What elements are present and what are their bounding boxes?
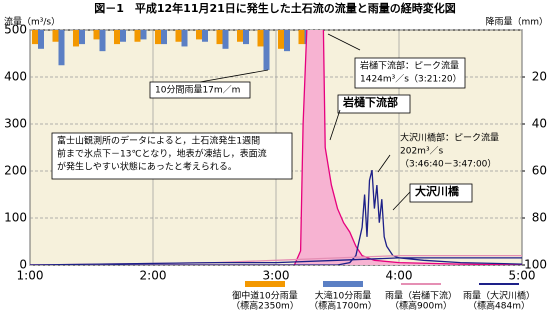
annotation-text: 岩樋下流部 (342, 95, 398, 109)
annotation-text: 1424m³／s（3:21:20） (360, 74, 462, 85)
rain-bar (120, 30, 127, 42)
y-tick-label: 0 (19, 258, 27, 272)
y2-axis-label: 降雨量（mm） (485, 16, 548, 28)
rain-bar (140, 30, 147, 40)
y2-tick-label: 80 (532, 211, 547, 225)
y2-tick-label: 20 (532, 70, 547, 84)
x-tick-label: 5:00 (509, 269, 536, 283)
series-line (30, 257, 522, 265)
x-tick-label: 3:00 (263, 269, 290, 283)
rain-bar (114, 30, 121, 45)
rain-bar (181, 30, 188, 47)
rain-bar (155, 30, 161, 45)
rain-bar (99, 30, 106, 52)
x-tick-label: 2:00 (140, 269, 167, 283)
x-tick-label: 4:00 (386, 269, 413, 283)
annotation-box (354, 57, 466, 89)
rain-bar (195, 30, 202, 40)
rain-bar (32, 30, 38, 45)
annotation-box (409, 183, 473, 203)
annotation-text: （3:46:40－3:47:00） (400, 159, 496, 170)
legend-sublabel: （標高2350m） (231, 300, 299, 312)
legend-label: 雨量（大沢川橋） (463, 290, 535, 302)
annotation-text: 前まで氷点下－13℃となり，地表が凍結し，表面流 (57, 148, 267, 160)
legend-label: 雨量（岩樋下流） (385, 290, 457, 302)
annotation-text: 富士山観測所のデータによると，土石流発生1週間 (57, 135, 260, 147)
y-tick-label: 200 (4, 164, 27, 178)
rain-bar (201, 30, 208, 42)
rain-bar (78, 30, 85, 45)
legend-swatch (323, 281, 363, 287)
annotation-box (51, 132, 293, 180)
annotation-text: 岩樋下流部：ピーク流量 (360, 60, 459, 72)
annotation-box (337, 94, 411, 114)
legend-sublabel: （標高900m） (390, 300, 452, 312)
y2-tick-label: 60 (532, 164, 547, 178)
legend-sublabel: （標高1700m） (309, 300, 377, 312)
y-axis-label: 流量（m³/s） (4, 16, 60, 28)
x-tick-label: 1:00 (17, 269, 44, 283)
rain-bar (237, 30, 244, 42)
legend-label: 御中道10分雨量 (232, 290, 297, 302)
rain-bar (278, 30, 284, 49)
rain-bar (134, 30, 141, 42)
annotation-text: 大沢川橋 (415, 184, 460, 198)
annotation-text: が発生しやすい状態にあったと考えられる。 (57, 161, 237, 173)
y2-tick-label: 40 (532, 117, 547, 131)
chart-title: 図－1 平成12年11月21日に発生した土石流の流量と雨量の経時変化図 (94, 1, 456, 15)
rain-bar (263, 30, 270, 70)
annotation-arrows (199, 33, 411, 211)
legend-swatch (245, 281, 285, 287)
annotation-text: 202m³／s (400, 146, 444, 157)
rain-bar (298, 30, 305, 45)
y-tick-label: 500 (4, 23, 27, 37)
rain-bar (216, 30, 223, 45)
rain-bar (58, 30, 65, 66)
rain-bar (257, 30, 264, 47)
y-tick-label: 300 (4, 117, 27, 131)
rain-bar (93, 30, 100, 40)
rain-bar (161, 30, 167, 45)
rain-bar (284, 30, 290, 52)
y-tick-label: 100 (4, 211, 27, 225)
rain-bar (222, 30, 229, 49)
legend-label: 大滝10分雨量 (315, 290, 371, 302)
rain-bar (243, 30, 250, 45)
legend-sublabel: （標高484m） (468, 300, 530, 312)
rain-bar (52, 30, 59, 42)
rain-bar (175, 30, 182, 42)
y2-tick-label: 100 (524, 258, 547, 272)
y-tick-label: 400 (4, 70, 27, 84)
rain-bar (38, 30, 44, 49)
annotation-text: 10分間雨量17m／m (155, 85, 240, 96)
rain-bar (72, 30, 79, 47)
annotation-text: 大沢川橋部：ピーク流量 (400, 132, 499, 144)
